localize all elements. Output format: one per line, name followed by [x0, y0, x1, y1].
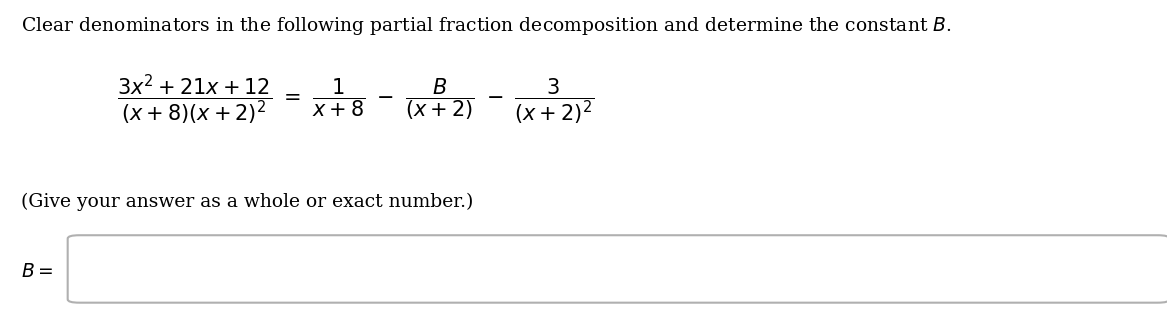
- FancyBboxPatch shape: [68, 235, 1167, 303]
- Text: Clear denominators in the following partial fraction decomposition and determine: Clear denominators in the following part…: [21, 15, 951, 37]
- Text: $B =$: $B =$: [21, 262, 54, 281]
- Text: (Give your answer as a whole or exact number.): (Give your answer as a whole or exact nu…: [21, 192, 474, 211]
- Text: $\dfrac{3x^2 + 21x + 12}{(x + 8)(x + 2)^2}\ =\ \dfrac{1}{x + 8}\ -\ \dfrac{B}{(x: $\dfrac{3x^2 + 21x + 12}{(x + 8)(x + 2)^…: [117, 72, 594, 127]
